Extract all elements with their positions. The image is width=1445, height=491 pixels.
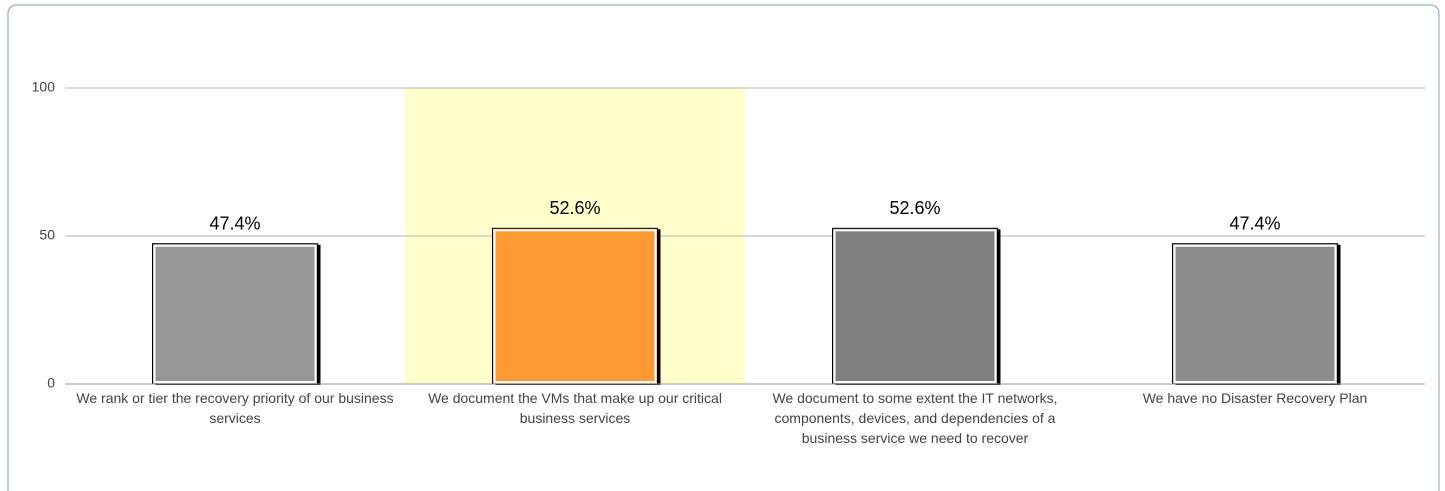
y-tick-label: 50	[39, 227, 55, 243]
bar	[1172, 243, 1338, 385]
value-label: 47.4%	[209, 213, 260, 233]
x-tick-label: We rank or tier the recovery priority of…	[76, 390, 394, 426]
y-tick-label: 0	[47, 375, 55, 391]
bar-inner-border	[493, 229, 657, 383]
bar-inner-border	[833, 229, 997, 383]
x-tick-label: We document the VMs that make up our cri…	[428, 390, 722, 426]
y-tick-label: 100	[32, 79, 56, 95]
x-tick-label: We document to some extent the IT networ…	[772, 390, 1058, 446]
bar	[492, 227, 658, 385]
value-label: 47.4%	[1229, 213, 1280, 233]
value-label: 52.6%	[549, 198, 600, 218]
bar-inner-border	[153, 244, 317, 383]
bar-inner-border	[1173, 244, 1337, 383]
bar	[152, 243, 318, 385]
bar	[832, 227, 998, 385]
x-tick-label: We have no Disaster Recovery Plan	[1142, 390, 1368, 406]
value-label: 52.6%	[889, 198, 940, 218]
